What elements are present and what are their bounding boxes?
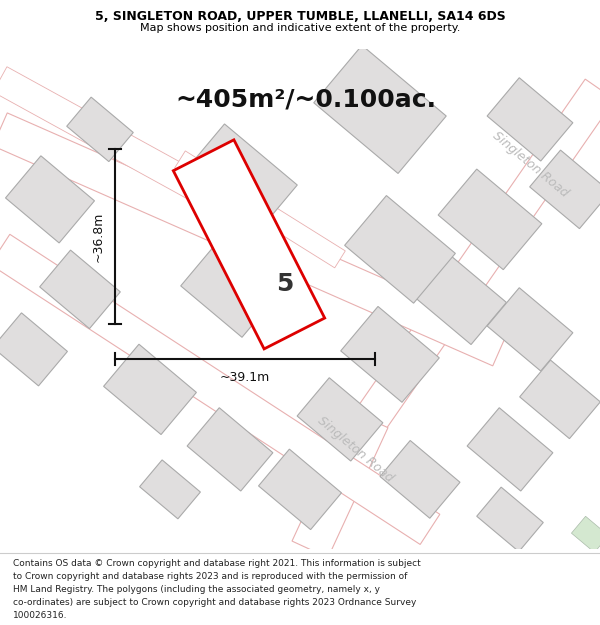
Text: Singleton Road: Singleton Road: [490, 129, 571, 200]
Polygon shape: [67, 97, 133, 162]
Polygon shape: [487, 78, 573, 161]
Polygon shape: [297, 378, 383, 461]
Polygon shape: [0, 234, 440, 544]
Polygon shape: [467, 408, 553, 491]
Polygon shape: [477, 487, 543, 552]
Polygon shape: [438, 169, 542, 269]
Text: 100026316.: 100026316.: [13, 611, 68, 620]
Text: 5: 5: [277, 272, 293, 296]
Polygon shape: [335, 79, 600, 459]
Text: Contains OS data © Crown copyright and database right 2021. This information is : Contains OS data © Crown copyright and d…: [13, 559, 421, 568]
Text: co-ordinates) are subject to Crown copyright and database rights 2023 Ordnance S: co-ordinates) are subject to Crown copyr…: [13, 598, 416, 607]
Polygon shape: [181, 241, 279, 338]
Polygon shape: [344, 196, 455, 303]
Polygon shape: [292, 411, 388, 558]
Polygon shape: [183, 124, 297, 235]
Polygon shape: [40, 250, 121, 329]
Polygon shape: [413, 254, 506, 344]
Text: to Crown copyright and database rights 2023 and is reproduced with the permissio: to Crown copyright and database rights 2…: [13, 572, 407, 581]
Polygon shape: [5, 156, 94, 243]
Polygon shape: [175, 151, 345, 268]
Text: Singleton Road: Singleton Road: [314, 414, 395, 485]
Text: ~405m²/~0.100ac.: ~405m²/~0.100ac.: [175, 88, 436, 111]
Polygon shape: [520, 360, 600, 439]
Polygon shape: [571, 516, 600, 552]
Polygon shape: [140, 460, 200, 519]
Polygon shape: [173, 140, 325, 349]
Text: HM Land Registry. The polygons (including the associated geometry, namely x, y: HM Land Registry. The polygons (includin…: [13, 585, 380, 594]
Text: 5, SINGLETON ROAD, UPPER TUMBLE, LLANELLI, SA14 6DS: 5, SINGLETON ROAD, UPPER TUMBLE, LLANELL…: [95, 11, 505, 24]
Polygon shape: [530, 150, 600, 229]
Polygon shape: [104, 344, 196, 434]
Polygon shape: [259, 449, 341, 529]
Text: Map shows position and indicative extent of the property.: Map shows position and indicative extent…: [140, 23, 460, 33]
Polygon shape: [187, 408, 273, 491]
Text: ~36.8m: ~36.8m: [92, 212, 105, 262]
Polygon shape: [341, 306, 439, 402]
Polygon shape: [380, 441, 460, 518]
Polygon shape: [0, 313, 67, 386]
Polygon shape: [0, 113, 507, 366]
Polygon shape: [0, 67, 207, 202]
Polygon shape: [487, 288, 573, 371]
Polygon shape: [314, 45, 446, 174]
Text: ~39.1m: ~39.1m: [220, 371, 270, 384]
